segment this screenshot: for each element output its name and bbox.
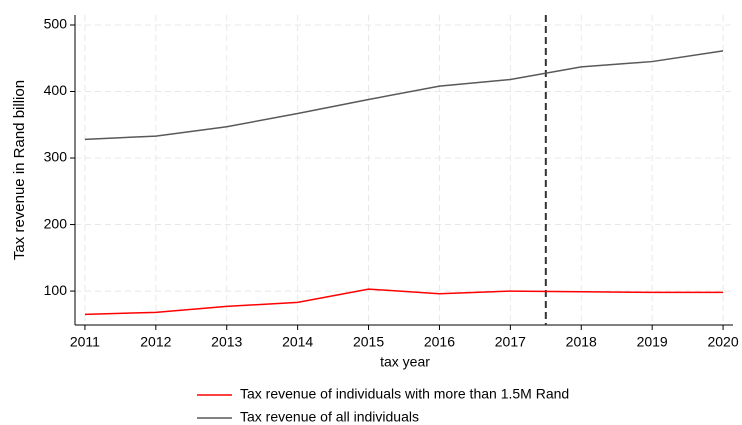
y-tick-label: 300 (44, 149, 68, 165)
x-tick-label: 2020 (707, 334, 738, 350)
x-tick-label: 2017 (495, 334, 526, 350)
x-tick-label: 2015 (353, 334, 384, 350)
x-tick-label: 2016 (424, 334, 455, 350)
x-axis-label: tax year (380, 354, 430, 370)
series-line (84, 288, 724, 316)
legend-label: Tax revenue of all individuals (240, 409, 419, 425)
x-tick-label: 2018 (566, 334, 597, 350)
series-line (84, 50, 724, 141)
x-tick-label: 2013 (211, 334, 242, 350)
x-tick-label: 2014 (282, 334, 313, 350)
x-tick-label: 2019 (637, 334, 668, 350)
x-tick-label: 2011 (70, 334, 100, 350)
y-tick-label: 200 (44, 215, 68, 231)
legend-label: Tax revenue of individuals with more tha… (240, 386, 569, 402)
y-tick-label: 100 (44, 282, 68, 298)
y-tick-label: 400 (44, 82, 68, 98)
y-axis-label: Tax revenue in Rand billion (11, 80, 28, 260)
y-tick-label: 500 (44, 16, 68, 32)
x-tick-label: 2012 (140, 334, 171, 350)
